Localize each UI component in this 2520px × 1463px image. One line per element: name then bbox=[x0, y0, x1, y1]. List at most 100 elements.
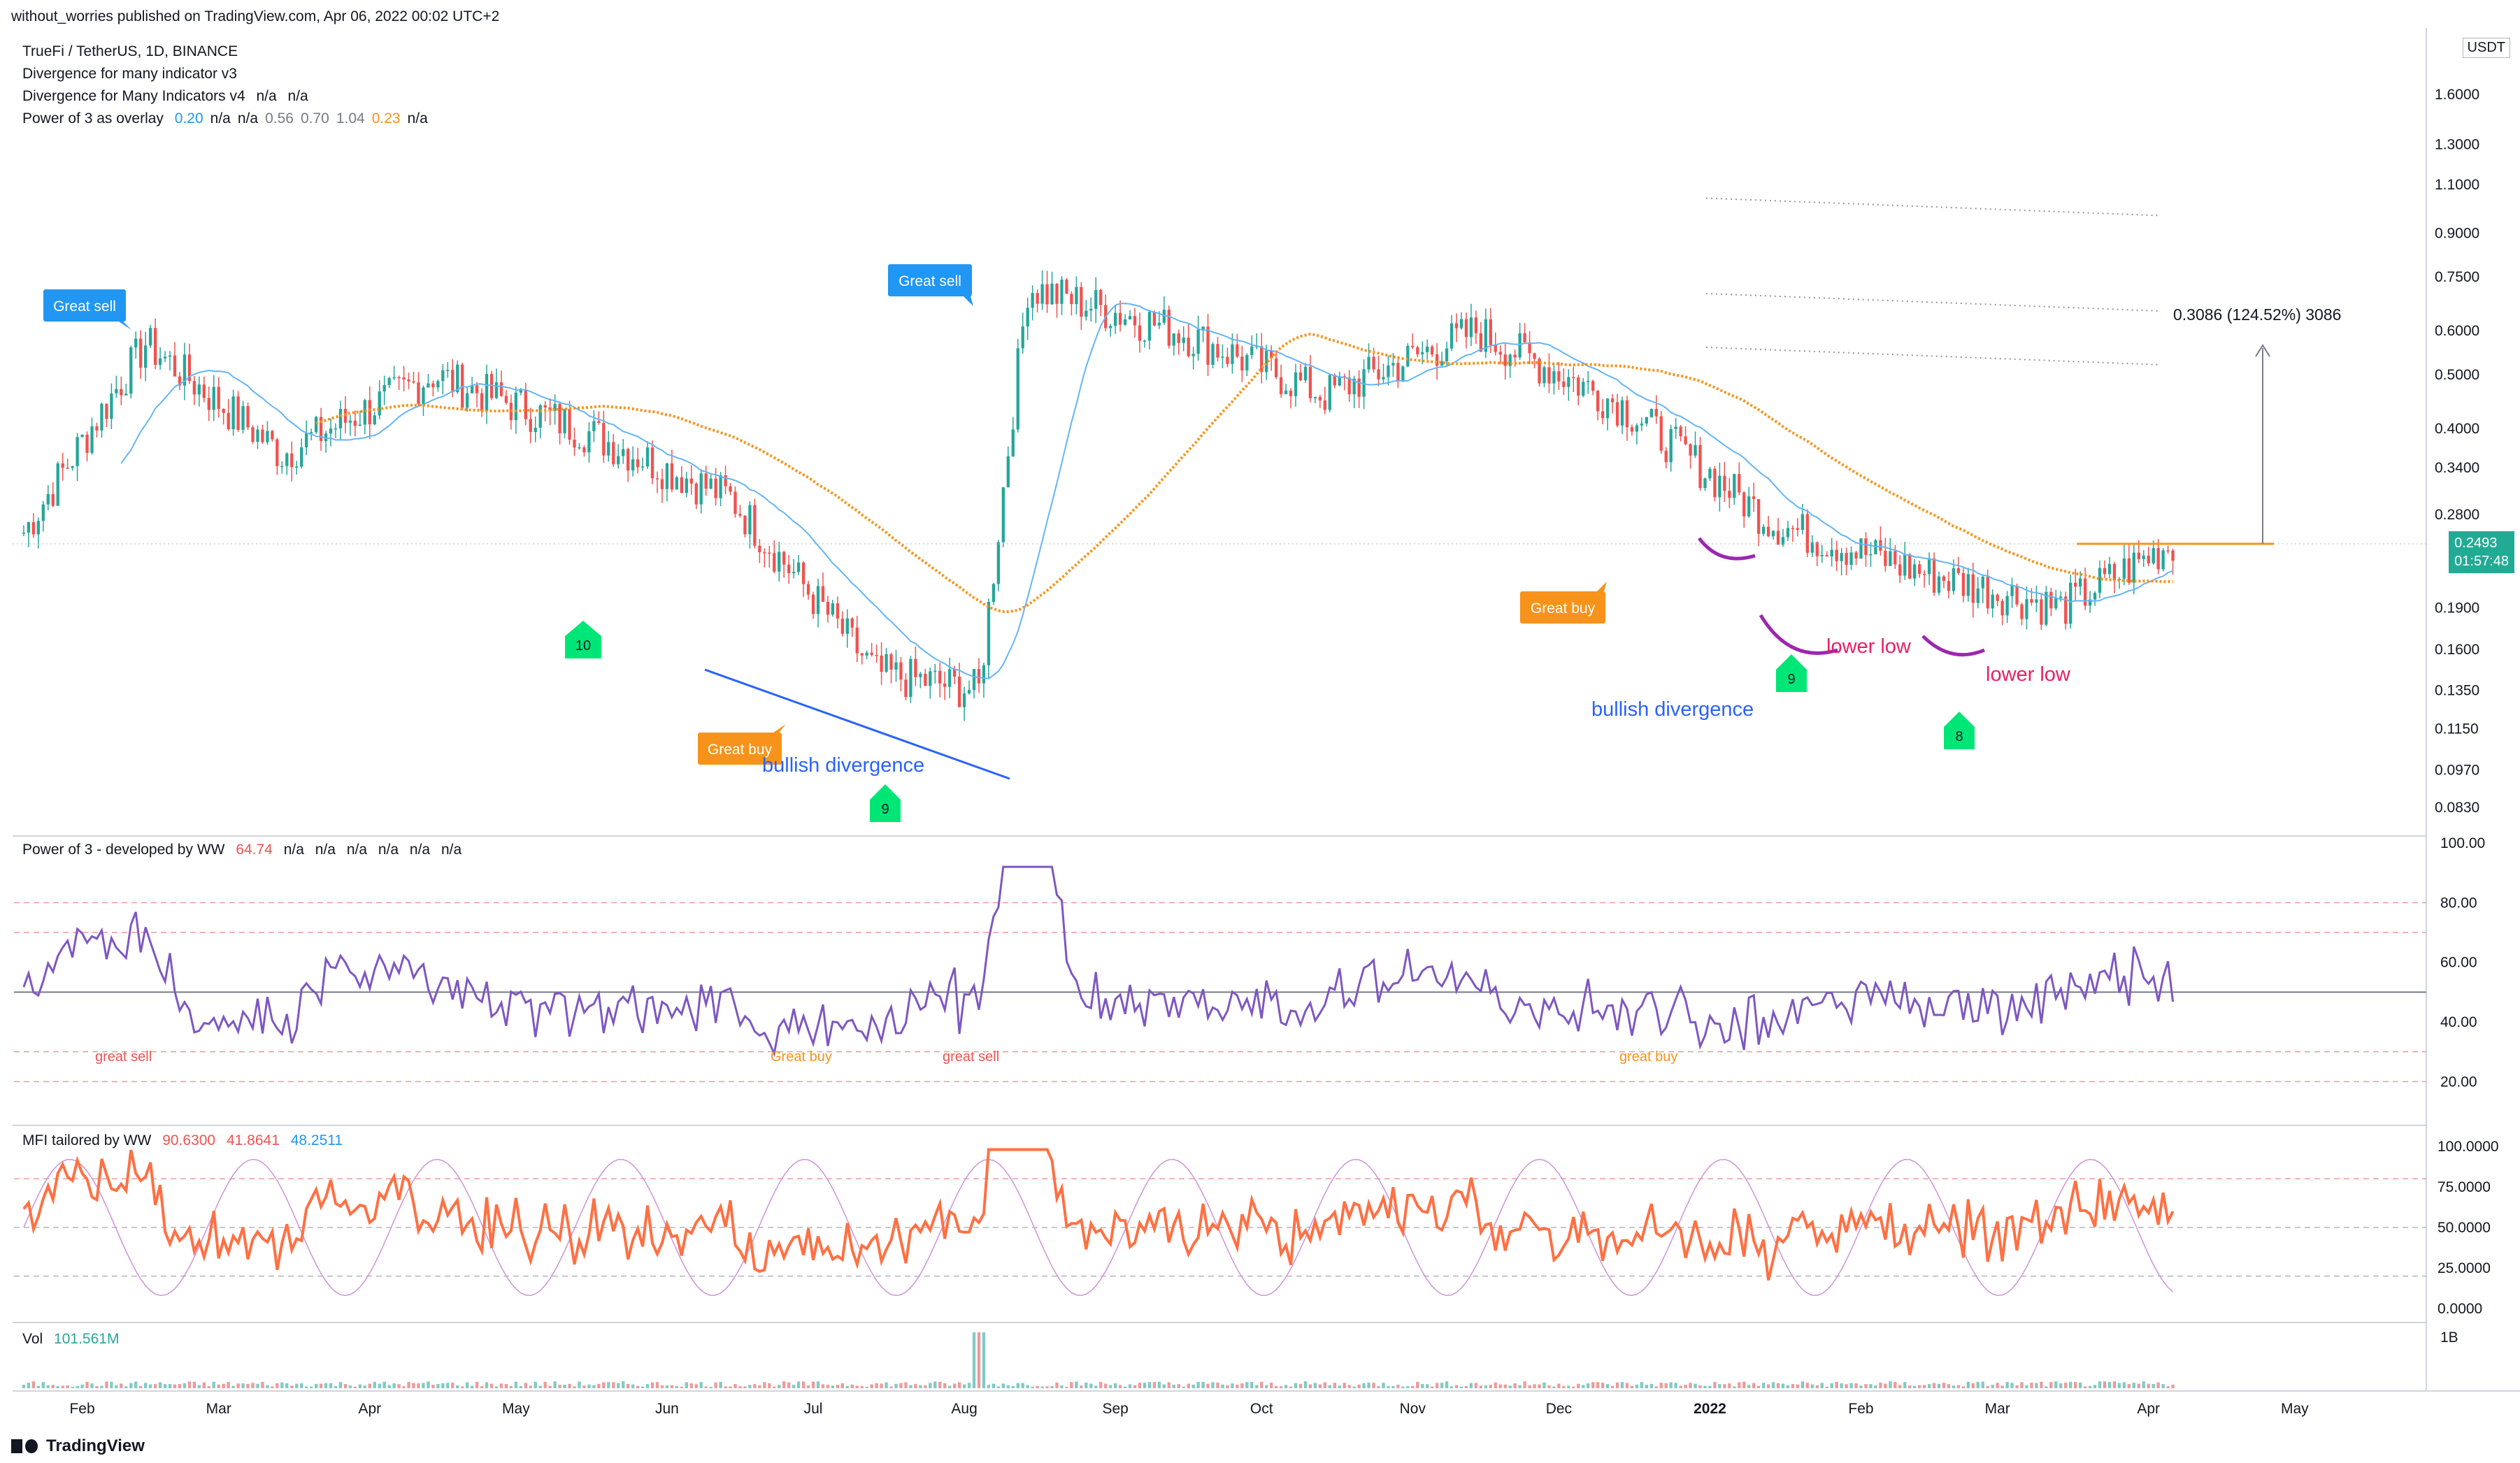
volume-bar bbox=[1733, 1386, 1736, 1388]
time-tick-13: Mar bbox=[1985, 1401, 2010, 1417]
volume-bar bbox=[22, 1384, 26, 1388]
indicator-1-title[interactable]: Divergence for many indicator v3 bbox=[22, 66, 237, 82]
volume-bar bbox=[470, 1385, 474, 1388]
candle-body bbox=[412, 381, 415, 383]
candle-body bbox=[158, 358, 162, 365]
candle-body bbox=[80, 434, 84, 438]
candle-body bbox=[1630, 427, 1634, 432]
tradingview-logo[interactable]: TradingView bbox=[11, 1436, 145, 1456]
volume-bar bbox=[1494, 1382, 1497, 1388]
candle-body bbox=[2152, 548, 2155, 563]
volume-bar bbox=[617, 1383, 620, 1388]
volume-bar bbox=[1605, 1384, 1610, 1388]
volume-bar bbox=[1245, 1382, 1249, 1388]
candle-body bbox=[1231, 344, 1234, 364]
volume-bar bbox=[991, 1383, 996, 1388]
volume-bar bbox=[1679, 1385, 1682, 1388]
candle-body bbox=[1942, 576, 1946, 582]
candle-body bbox=[758, 545, 761, 553]
great-sell-label-2[interactable]: Great sell bbox=[888, 264, 973, 306]
volume-bar bbox=[680, 1386, 684, 1388]
candle-body bbox=[2132, 552, 2135, 583]
volume-bar bbox=[543, 1381, 547, 1388]
great-sell-label-1[interactable]: Great sell bbox=[43, 289, 131, 330]
volume-bar bbox=[1781, 1383, 1785, 1388]
volume-bar bbox=[2166, 1386, 2170, 1388]
power3-extra-2: n/a bbox=[315, 842, 336, 858]
great-buy-label-2[interactable]: Great buy bbox=[1520, 582, 1607, 624]
volume-bar bbox=[578, 1381, 581, 1388]
candle-body bbox=[1689, 444, 1692, 456]
volume-legend[interactable]: Vol 101.561M bbox=[22, 1331, 126, 1348]
currency-label[interactable]: USDT bbox=[2462, 38, 2510, 58]
candle-body bbox=[2035, 599, 2038, 603]
time-tick-9: Nov bbox=[1400, 1401, 1426, 1417]
candle-body bbox=[1289, 390, 1293, 396]
mfi-legend[interactable]: MFI tailored by WW 90.6300 41.8641 48.25… bbox=[22, 1132, 350, 1149]
candle-body bbox=[1654, 409, 1658, 417]
volume-bar bbox=[602, 1382, 606, 1388]
candle-body bbox=[1387, 365, 1390, 377]
candle-body bbox=[1698, 445, 1702, 489]
candle-body bbox=[909, 658, 912, 698]
candle-body bbox=[1147, 312, 1152, 341]
count-badge-9b: 9 bbox=[1776, 654, 1807, 692]
candle-body bbox=[2064, 596, 2068, 624]
candle-body bbox=[285, 453, 289, 466]
volume-bar bbox=[2064, 1383, 2068, 1388]
volume-bar bbox=[2112, 1381, 2117, 1388]
power3-legend[interactable]: Power of 3 - developed by WW 64.74 n/a n… bbox=[22, 842, 468, 858]
candle-body bbox=[212, 387, 215, 410]
volume-bar bbox=[466, 1382, 469, 1388]
candle-body bbox=[2020, 604, 2024, 619]
candle-body bbox=[1123, 319, 1127, 325]
candle-body bbox=[22, 532, 26, 534]
volume-bar bbox=[957, 1382, 961, 1388]
candle-body bbox=[612, 442, 615, 465]
volume-bar bbox=[168, 1383, 172, 1388]
lower-low-text-1: lower low bbox=[1826, 635, 1912, 658]
p3-great-buy-1: Great buy bbox=[771, 1049, 832, 1065]
count-badge-9a-text: 9 bbox=[881, 802, 889, 817]
candle-body bbox=[392, 377, 396, 379]
candle-body bbox=[1966, 574, 1970, 596]
candle-body bbox=[2122, 558, 2126, 579]
candle-body bbox=[967, 690, 971, 694]
volume-bar bbox=[582, 1385, 586, 1388]
volume-bar bbox=[719, 1381, 722, 1388]
symbol-title[interactable]: TrueFi / TetherUS, 1D, BINANCE bbox=[22, 43, 238, 59]
volume-bar bbox=[1060, 1385, 1064, 1388]
volume-bar bbox=[962, 1384, 966, 1388]
candle-body bbox=[719, 475, 722, 498]
volume-bar bbox=[592, 1385, 596, 1388]
volume-bar bbox=[831, 1385, 835, 1388]
candle-body bbox=[2112, 563, 2117, 581]
price-tick-7: 0.4000 bbox=[2435, 421, 2479, 437]
candle-body bbox=[987, 602, 991, 665]
indicator-3-value-2: n/a bbox=[210, 110, 231, 127]
candle-body bbox=[275, 439, 279, 466]
candle-body bbox=[27, 521, 31, 533]
great-buy-label-1[interactable]: Great buy bbox=[698, 724, 786, 765]
p3-great-sell-1: great sell bbox=[95, 1049, 152, 1065]
candle-body bbox=[1070, 294, 1073, 305]
volume-bar bbox=[1708, 1385, 1712, 1388]
volume-bar bbox=[266, 1385, 269, 1388]
volume-bar bbox=[2171, 1384, 2175, 1388]
volume-bar bbox=[1503, 1384, 1507, 1388]
volume-bar bbox=[1099, 1381, 1103, 1388]
volume-bar bbox=[358, 1384, 362, 1388]
candle-body bbox=[1596, 391, 1600, 412]
volume-bar bbox=[1654, 1386, 1658, 1388]
indicator-3-legend[interactable]: Power of 3 as overlay 0.20 n/a n/a 0.56 0.70… bbox=[22, 110, 435, 127]
volume-bar bbox=[1143, 1383, 1147, 1388]
indicator-2-legend[interactable]: Divergence for Many Indicators v4 n/a n/… bbox=[22, 88, 315, 105]
candle-body bbox=[962, 693, 966, 707]
volume-bar bbox=[1123, 1386, 1127, 1388]
candle-body bbox=[295, 466, 299, 468]
candle-body bbox=[85, 434, 89, 454]
candle-body bbox=[724, 475, 727, 487]
volume-bar bbox=[1391, 1385, 1395, 1388]
candle-body bbox=[991, 584, 996, 603]
